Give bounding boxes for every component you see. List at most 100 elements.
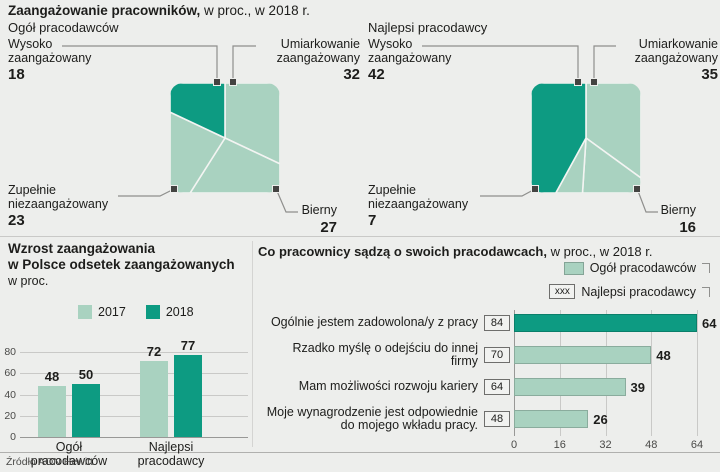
callout-zupelnie-najlepsi: Zupełnie niezaangażowany 7 — [368, 183, 508, 229]
marker-wysoko-najlepsi — [574, 78, 582, 86]
bar-category-ogol: Ogół pracodawców — [19, 440, 119, 468]
legend-label-ogol: Ogół pracodawców — [589, 261, 696, 275]
divider-vertical — [252, 241, 253, 447]
bar-2018-group1 — [72, 383, 100, 437]
page-title-rest: w proc., w 2018 r. — [200, 3, 310, 18]
divider-horizontal — [0, 236, 720, 237]
grouped-bar-title-line: Wzrost zaangażowania — [8, 241, 156, 256]
divider-footer — [0, 452, 720, 453]
callout-value: 7 — [368, 212, 377, 229]
gridline — [697, 310, 698, 436]
gridline — [651, 310, 653, 436]
hbar-value-label: 64 — [702, 316, 717, 331]
x-tick-label: 16 — [553, 439, 566, 451]
hbar-statement: Mam możliwości rozwoju kariery — [256, 380, 478, 394]
callout-label-line: Wysoko — [8, 37, 53, 51]
page-title: Zaangażowanie pracowników, w proc., w 20… — [8, 3, 310, 18]
y-tick-label: 0 — [10, 431, 16, 443]
marker-umiarkowanie-ogol — [229, 78, 237, 86]
gridline — [20, 373, 248, 375]
x-tick-label: 0 — [510, 439, 518, 451]
legend-corner-mark — [702, 263, 710, 273]
callout-value: 42 — [368, 66, 385, 83]
legend-label-2018: 2018 — [165, 305, 194, 319]
gridline — [514, 310, 515, 436]
gridline — [20, 437, 248, 438]
pie-ogol-pracodawcow-slice-1 — [224, 83, 280, 166]
callout-connectors — [62, 45, 658, 213]
statement-line: Ogólnie jestem zadowolona/y z pracy — [270, 315, 478, 330]
marker-zupelnie-ogol — [170, 185, 178, 193]
pie-title-najlepsi: Najlepsi pracodawcy — [368, 20, 488, 35]
hbar-legend-ogol: Ogół pracodawców — [563, 261, 710, 275]
najlepsi-value-box: 70 — [484, 347, 510, 363]
hbar-value-label: 39 — [630, 380, 645, 395]
hbar-bar-1 — [514, 314, 697, 332]
najlepsi-value-box: 84 — [484, 315, 510, 331]
pie-najlepsi-pracodawcy-slice-2 — [581, 136, 641, 193]
category-line: Najlepsi — [148, 440, 194, 454]
gridline — [20, 394, 248, 396]
callout-markers — [170, 78, 641, 193]
pie-ogol-pracodawcow-slice-2 — [188, 136, 280, 193]
legend-swatch-2017 — [78, 305, 92, 319]
marker-umiarkowanie-najlepsi — [590, 78, 598, 86]
pie-ogol-pracodawcow — [170, 83, 280, 193]
hbar-title: Co pracownicy sądzą o swoich pracodawcac… — [258, 244, 652, 259]
callout-label-line: niezaangażowany — [8, 196, 109, 211]
callout-label-line: zaangażowany — [8, 50, 92, 65]
hbar-value-label: 48 — [656, 348, 671, 363]
callout-label-line: zaangażowany — [276, 50, 360, 65]
y-tick-label: 20 — [4, 409, 16, 422]
gridline — [605, 310, 607, 436]
legend-label-najlepsi: Najlepsi pracodawcy — [581, 284, 696, 299]
legend-swatch-2018 — [145, 305, 160, 319]
callout-label-line: zaangażowany — [634, 50, 718, 65]
category-line: pracodawcy — [137, 453, 205, 468]
callout-umiarkowanie-ogol: Umiarkowanie zaangażowany 32 — [252, 37, 360, 83]
bar-category-najlepsi: Najlepsi pracodawcy — [121, 440, 221, 468]
najlepsi-value-box: 64 — [484, 379, 510, 395]
callout-label-line: Umiarkowanie — [280, 37, 360, 51]
source-note: Źródło AON Hewitt — [6, 456, 93, 468]
hbar-legend-najlepsi: xxx Najlepsi pracodawcy — [549, 284, 710, 299]
callout-bierny-ogol: Bierny 27 — [257, 203, 337, 234]
bar-2018-group2 — [174, 355, 202, 437]
callout-value: 35 — [701, 66, 718, 83]
legend-xxx-box: xxx — [549, 284, 576, 299]
statement-line: Mam możliwości rozwoju kariery — [298, 379, 478, 394]
y-tick-label: 40 — [4, 388, 16, 401]
pie-ogol-pracodawcow-slice-4 — [170, 83, 226, 140]
callout-label-line: Wysoko — [368, 37, 413, 51]
hbar-statement: Rzadko myślę o odejściu do innej firmy — [256, 341, 478, 369]
statement-line: firmy — [450, 354, 478, 368]
pie-title-ogol: Ogół pracodawców — [8, 20, 119, 35]
grouped-bar-title: Wzrost zaangażowania w Polsce odsetek za… — [8, 241, 250, 288]
marker-bierny-najlepsi — [633, 185, 641, 193]
callout-wysoko-ogol: Wysoko zaangażowany 18 — [8, 37, 128, 83]
bar-2017-group1 — [38, 386, 66, 437]
callout-label-line: Umiarkowanie — [638, 37, 718, 51]
marker-zupelnie-najlepsi — [531, 185, 539, 193]
callout-umiarkowanie-najlepsi: Umiarkowanie zaangażowany 35 — [610, 37, 718, 83]
bar-value-label: 77 — [180, 338, 196, 354]
legend-corner-mark — [702, 286, 710, 297]
x-tick-label: 64 — [690, 439, 704, 451]
x-tick-label: 32 — [599, 439, 612, 451]
grouped-bar-legend: 2017 2018 — [78, 305, 194, 319]
callout-value: 18 — [8, 66, 25, 83]
hbar-title-bold: Co pracownicy sądzą o swoich pracodawcac… — [258, 244, 547, 259]
callout-label-line: zaangażowany — [368, 50, 452, 65]
bar-value-label: 72 — [146, 343, 162, 359]
bar-2017-group2 — [140, 360, 168, 437]
callout-value: 16 — [679, 218, 696, 236]
callout-value: 32 — [343, 66, 360, 83]
category-line: Ogół — [55, 440, 83, 454]
bar-value-label: 48 — [44, 369, 60, 384]
hbar-statement: Moje wynagrodzenie jest odpowiednie do mo… — [256, 405, 478, 433]
callout-label-line: Zupełnie — [368, 183, 416, 197]
callout-wysoko-najlepsi: Wysoko zaangażowany 42 — [368, 37, 488, 83]
legend-swatch-ogol — [563, 261, 584, 275]
legend-label-2017: 2017 — [98, 305, 126, 319]
